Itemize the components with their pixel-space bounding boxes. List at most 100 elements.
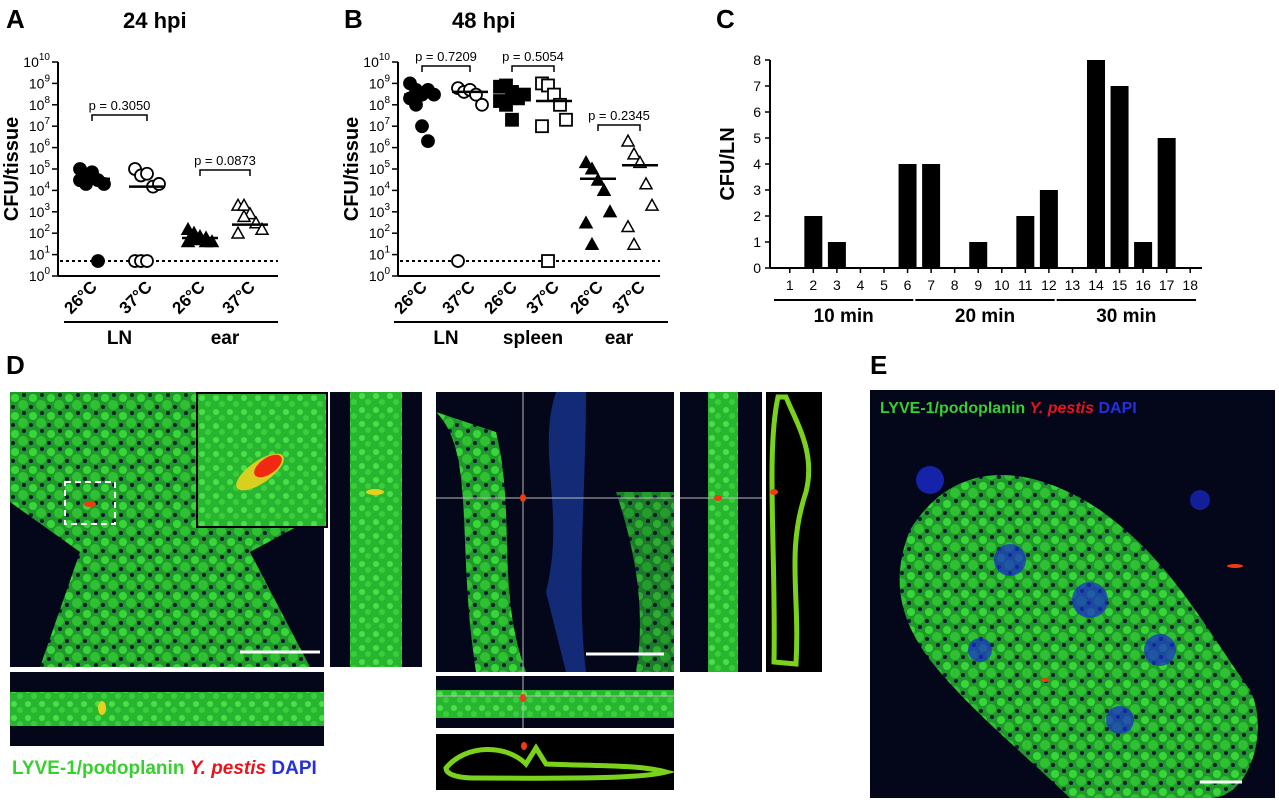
- y-tick-label: 101: [29, 245, 51, 263]
- bar: [1087, 60, 1105, 268]
- data-point: [620, 133, 636, 147]
- y-tick-label: 107: [29, 116, 51, 134]
- y-tick-label: 103: [369, 202, 391, 220]
- data-point: [91, 254, 105, 268]
- y-tick-label: 100: [29, 266, 51, 284]
- bar: [1157, 138, 1176, 268]
- y-tick-label: 106: [29, 138, 51, 156]
- x-condition-label: 37°C: [116, 277, 156, 317]
- bar: [922, 164, 941, 268]
- panel-label-a: A: [6, 4, 25, 34]
- x-condition-label: 37°C: [523, 277, 563, 317]
- bar: [827, 242, 846, 268]
- group-label: 20 min: [955, 306, 1015, 327]
- micro-d-bottom: [10, 672, 324, 746]
- bar: [804, 216, 823, 268]
- x-tick-label: 4: [857, 277, 865, 293]
- x-tick-label: 16: [1135, 277, 1151, 293]
- x-tick-label: 6: [904, 277, 912, 293]
- data-point: [638, 176, 654, 190]
- group-label: 10 min: [814, 306, 874, 327]
- data-point: [415, 119, 429, 134]
- legend-d-green: LYVE-1/podoplanin: [12, 758, 185, 779]
- micro-d2-main: [436, 392, 674, 672]
- data-point: [541, 254, 555, 268]
- y-tick-label: 105: [29, 159, 51, 177]
- y-tick-label: 3: [753, 182, 761, 198]
- x-tick-label: 11: [1018, 277, 1033, 293]
- panel-label-c: C: [716, 4, 735, 34]
- panel-label-b: B: [344, 4, 363, 34]
- y-tick-label: 100: [369, 266, 391, 284]
- x-condition-label: 26°C: [61, 277, 101, 317]
- x-tick-label: 13: [1065, 277, 1081, 293]
- chart-a: 100 101 102 103 104 105 106 107 108 109 1010 CFU/ti…: [1, 52, 278, 349]
- y-tick-label: 1010: [363, 52, 390, 70]
- group-label: LN: [107, 328, 132, 349]
- y-axis-label: CFU/tissue: [1, 117, 23, 221]
- group-label: ear: [211, 328, 240, 349]
- data-point: [578, 215, 594, 229]
- bar: [1134, 242, 1153, 268]
- micro-d2-trace-bottom: [436, 734, 674, 790]
- x-tick-label: 3: [833, 277, 841, 293]
- data-point: [230, 225, 246, 239]
- group-label: ear: [605, 328, 634, 349]
- data-point: [421, 134, 435, 149]
- x-condition-label: 37°C: [219, 277, 259, 317]
- y-tick-label: 6: [753, 104, 761, 120]
- y-tick-label: 104: [29, 180, 51, 198]
- y-axis-label: CFU/LN: [717, 127, 739, 200]
- data-point: [140, 254, 154, 268]
- micro-d2-bottom: [436, 676, 674, 728]
- y-tick-label: 105: [369, 159, 391, 177]
- x-condition-label: 37°C: [439, 277, 479, 317]
- micro-e: [870, 390, 1275, 798]
- x-tick-label: 12: [1041, 277, 1057, 293]
- x-condition-label: 37°C: [609, 277, 649, 317]
- data-point: [85, 165, 99, 180]
- p-bracket: [597, 124, 641, 131]
- data-point: [596, 182, 612, 196]
- legend-e-red: Y. pestis: [1029, 400, 1094, 417]
- data-point: [505, 112, 519, 127]
- group-label: spleen: [503, 328, 563, 349]
- data-point: [620, 219, 636, 233]
- x-condition-label: 26°C: [169, 277, 209, 317]
- x-condition-label: 26°C: [391, 277, 431, 317]
- data-point: [626, 146, 642, 160]
- data-point: [559, 112, 573, 127]
- micro-d-inset: [196, 392, 328, 528]
- panel-a-title: 24 hpi: [123, 8, 187, 33]
- data-point: [499, 97, 513, 112]
- y-tick-label: 8: [753, 52, 761, 68]
- y-tick-label: 0: [753, 260, 761, 276]
- x-tick-label: 10: [994, 277, 1010, 293]
- legend-d: LYVE-1/podoplanin Y. pestis DAPI: [12, 758, 317, 780]
- p-bracket: [199, 169, 251, 176]
- group-label: 30 min: [1096, 306, 1156, 327]
- data-point: [236, 209, 252, 223]
- y-tick-label: 104: [369, 180, 391, 198]
- data-point: [475, 97, 489, 112]
- y-tick-label: 108: [29, 95, 51, 113]
- data-point: [451, 254, 465, 268]
- p-value-label: p = 0.5054: [502, 49, 564, 64]
- y-tick-label: 108: [369, 95, 391, 113]
- y-tick-label: 102: [29, 223, 51, 241]
- data-point: [626, 236, 642, 250]
- y-axis-label: CFU/tissue: [341, 117, 363, 221]
- y-tick-label: 7: [753, 78, 761, 94]
- legend-d-red: Y. pestis: [189, 758, 267, 779]
- x-tick-label: 18: [1182, 277, 1198, 293]
- x-tick-label: 15: [1112, 277, 1128, 293]
- y-tick-label: 109: [369, 73, 391, 91]
- panel-label-e: E: [870, 350, 888, 380]
- x-tick-label: 8: [951, 277, 959, 293]
- panel-b-title: 48 hpi: [452, 8, 516, 33]
- y-tick-label: 109: [29, 73, 51, 91]
- y-tick-label: 102: [369, 223, 391, 241]
- bar: [1110, 86, 1129, 268]
- bar: [969, 242, 988, 268]
- legend-e-green: LYVE-1/podoplanin: [880, 400, 1026, 417]
